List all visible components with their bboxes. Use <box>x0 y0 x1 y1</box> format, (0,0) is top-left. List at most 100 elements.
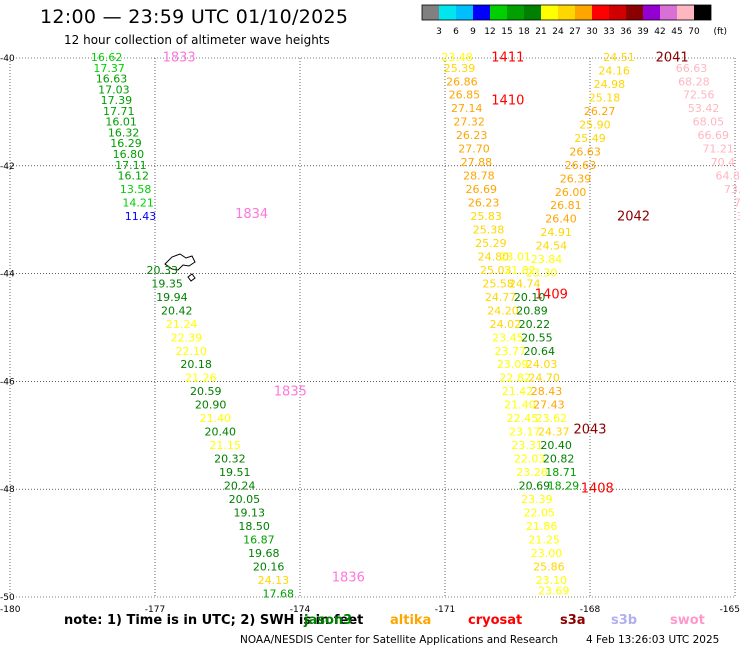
wave-height-label: 22.39 <box>171 331 203 344</box>
wave-height-label: 23.09 <box>497 358 529 371</box>
satellite-legend-s3a: s3a <box>560 613 586 628</box>
colorbar-swatch <box>643 5 660 20</box>
wave-height-label: 26.81 <box>550 199 582 212</box>
wave-height-label: 18.50 <box>238 520 270 533</box>
satellite-legend-jason3: jason3 <box>304 613 353 628</box>
y-tick-label: -44 <box>0 270 15 280</box>
colorbar-tick-label: 21 <box>535 27 546 37</box>
colorbar-unit: (ft) <box>713 27 727 37</box>
wave-height-label: 16.87 <box>243 533 275 546</box>
wave-height-label: 26.85 <box>449 89 481 102</box>
wave-height-label: 53.42 <box>688 102 720 115</box>
colorbar-tick-label: 27 <box>569 27 580 37</box>
y-tick-label: -48 <box>0 485 15 495</box>
wave-height-label: 21.82 <box>504 264 536 277</box>
wave-height-label: 25.49 <box>574 132 606 145</box>
colorbar-swatch <box>558 5 575 20</box>
colorbar-tick-label: 42 <box>654 27 665 37</box>
x-tick-label: -165 <box>720 605 740 615</box>
wave-height-label: 23.62 <box>536 412 568 425</box>
colorbar-tick-label: 36 <box>620 27 632 37</box>
series-swot: 66.6368.2872.5653.4268.0566.6971.2170.46… <box>676 62 740 223</box>
x-tick-label: -177 <box>145 605 165 615</box>
wave-height-label: 26.40 <box>545 213 577 226</box>
colorbar-swatch <box>626 5 643 20</box>
wave-height-label: 24.70 <box>528 372 560 385</box>
wave-height-label: 20.89 <box>516 304 548 317</box>
wave-height-label: 23.01 <box>499 250 531 263</box>
wave-height-label: 17.68 <box>263 587 295 600</box>
wave-height-label: 70.4 <box>711 156 736 169</box>
pass-time-label: 2042 <box>617 210 650 225</box>
wave-height-label: 18.71 <box>545 466 577 479</box>
series-jason3: 16.6217.3716.6317.0317.3917.7116.0116.32… <box>91 51 365 601</box>
wave-height-label: 21.40 <box>200 412 232 425</box>
wave-height-label: 20.33 <box>147 264 179 277</box>
satellite-legend-s3b: s3b <box>611 613 638 628</box>
y-tick-label: -50 <box>0 593 15 603</box>
wave-height-label: 20.59 <box>190 385 222 398</box>
wave-height-label: 7 <box>734 197 740 210</box>
pass-time-label: 1410 <box>491 94 524 109</box>
wave-height-label: 20.69 <box>519 480 551 493</box>
wave-height-label: 16.80 <box>113 148 145 161</box>
satellite-legend-swot: swot <box>670 613 705 628</box>
colorbar-swatch <box>677 5 694 20</box>
wave-height-label: 25.90 <box>579 118 611 131</box>
colorbar-swatch <box>507 5 524 20</box>
wave-height-label: 27.14 <box>451 102 483 115</box>
pass-time-label: 1834 <box>235 207 268 222</box>
wave-height-label: 21.42 <box>502 385 534 398</box>
series-s3a: 24.5124.1624.9825.1826.2725.9025.4926.63… <box>526 51 689 438</box>
wave-height-label: 24.16 <box>598 64 630 77</box>
wave-height-label: 25.86 <box>533 560 565 573</box>
wave-height-label: 71.21 <box>702 143 734 156</box>
pass-time-label: 1408 <box>581 482 614 497</box>
wave-height-label: 25.18 <box>589 91 621 104</box>
colorbar-swatch <box>541 5 558 20</box>
footnote: note: 1) Time is in UTC; 2) SWH is in fe… <box>64 613 364 628</box>
wave-height-label: 20.32 <box>214 453 246 466</box>
wave-height-label: 26.00 <box>555 186 587 199</box>
colorbar-tick-label: 3 <box>436 27 442 37</box>
wave-height-label: 20.64 <box>524 345 556 358</box>
colorbar-tick-label: 12 <box>484 27 495 37</box>
satellite-legend-cryosat: cryosat <box>468 613 523 628</box>
wave-height-label: 20.42 <box>161 304 193 317</box>
wave-height-label: 25.39 <box>444 62 476 75</box>
pass-time-label: 1835 <box>274 385 307 400</box>
colorbar-swatch <box>694 5 711 20</box>
wave-height-label: 24.03 <box>526 358 558 371</box>
chart-title: 12:00 — 23:59 UTC 01/10/2025 <box>40 6 349 28</box>
wave-height-label: 22.45 <box>507 412 539 425</box>
pass-time-label: 1836 <box>332 571 365 586</box>
wave-height-label: 23.39 <box>521 493 553 506</box>
colorbar-tick-label: 24 <box>552 27 564 37</box>
wave-height-label: 21.40 <box>504 399 536 412</box>
wave-height-label: 23.48 <box>441 51 473 64</box>
wave-height-label: 23.69 <box>538 585 570 598</box>
x-tick-label: -174 <box>290 605 311 615</box>
chart-subtitle: 12 hour collection of altimeter wave hei… <box>64 33 330 47</box>
wave-height-label: 26.23 <box>456 129 488 142</box>
wave-height-label: 19.94 <box>156 291 188 304</box>
wave-height-label: 23.31 <box>511 439 543 452</box>
wave-height-label: 22.03 <box>514 453 546 466</box>
wave-height-label: 20.40 <box>540 439 572 452</box>
wave-height-label: 68.28 <box>678 75 710 88</box>
pass-time-label: 2043 <box>573 422 606 437</box>
credit-line: NOAA/NESDIS Center for Satellite Applica… <box>240 634 558 646</box>
series-altika: 23.4825.3926.8626.8527.1427.3226.2327.70… <box>441 51 613 598</box>
wave-height-label: 28.43 <box>531 385 563 398</box>
wave-height-label: 20.10 <box>514 291 546 304</box>
wave-height-label: 21.86 <box>526 520 558 533</box>
wave-height-label: 26.23 <box>468 197 500 210</box>
wave-height-label: 20.82 <box>543 453 575 466</box>
wave-height-label: 3 <box>736 210 740 223</box>
wave-height-label: 17.11 <box>115 159 147 172</box>
pass-time-label: 1409 <box>535 288 568 303</box>
wave-height-label: 24.54 <box>536 240 568 253</box>
wave-height-label: 19.35 <box>151 277 183 290</box>
colorbar-swatch <box>592 5 609 20</box>
